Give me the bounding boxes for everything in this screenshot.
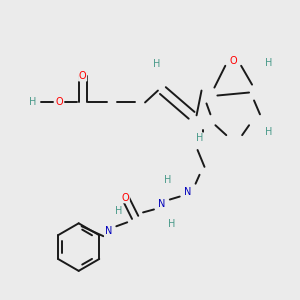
Text: H: H — [265, 58, 273, 68]
Text: H: H — [265, 127, 273, 137]
Text: O: O — [122, 193, 129, 202]
Text: N: N — [158, 200, 166, 209]
Text: H: H — [153, 59, 161, 69]
Text: N: N — [184, 187, 191, 196]
Text: N: N — [105, 226, 112, 236]
Text: H: H — [115, 206, 122, 216]
Text: H: H — [29, 98, 37, 107]
Text: H: H — [196, 133, 203, 143]
Text: O: O — [55, 98, 63, 107]
Text: H: H — [164, 175, 172, 185]
Text: O: O — [230, 56, 237, 66]
Text: O: O — [79, 71, 86, 81]
Text: H: H — [168, 219, 176, 229]
